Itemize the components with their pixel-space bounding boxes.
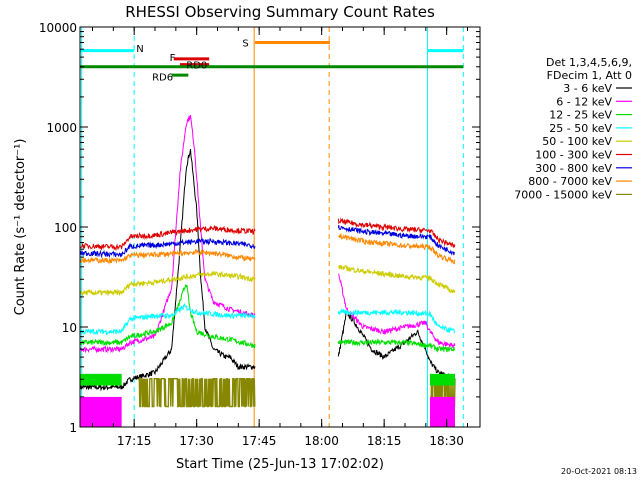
low-rate-block-12-25-post (430, 373, 455, 386)
series-line-100-300-kev-post (337, 217, 456, 248)
legend-label: 800 - 7000 keV (528, 175, 612, 188)
annotation-n: N (136, 44, 143, 55)
legend-label: 300 - 800 keV (535, 162, 612, 175)
series-line-100-300-kev-pre (79, 224, 256, 252)
y-tick-label: 10000 (39, 21, 77, 35)
legend-label: 7000 - 15000 keV (514, 188, 612, 201)
legend-label: 50 - 100 keV (542, 135, 612, 148)
legend-header-line: FDecim 1, Att 0 (547, 69, 632, 82)
x-tick-label: 18:15 (367, 434, 402, 448)
series-line-3-6-kev-pre (79, 149, 256, 392)
series-line-800-7000-kev-post (337, 233, 456, 265)
x-tick-label: 17:15 (117, 434, 152, 448)
legend-label: 6 - 12 keV (556, 95, 612, 108)
series-line-12-25-kev-pre (79, 284, 256, 349)
annotation-f: F (170, 53, 176, 64)
x-tick-label: 18:30 (429, 434, 464, 448)
x-tick-label: 18:00 (304, 434, 339, 448)
series-line-12-25-kev-post (337, 338, 456, 353)
legend-label: 3 - 6 keV (563, 82, 612, 95)
low-rate-block-12-25 (80, 373, 122, 386)
annotation-s: S (242, 38, 248, 49)
chart-title: RHESSI Observing Summary Count Rates (125, 3, 435, 21)
series-line-6-12-kev-post (338, 273, 456, 348)
series-line-50-100-kev-pre (79, 270, 256, 297)
footer-timestamp: 20-Oct-2021 08:13 (561, 467, 637, 476)
series-line-300-800-kev-pre (79, 237, 256, 259)
series-line-25-50-kev-pre (79, 302, 256, 336)
x-axis-label: Start Time (25-Jun-13 17:02:02) (176, 457, 384, 472)
series-line-300-800-kev-post (337, 225, 455, 256)
y-axis-label: Count Rate (s⁻¹ detector⁻¹) (13, 139, 28, 316)
plot-frame (79, 26, 481, 428)
y-tick-label: 1 (69, 421, 77, 435)
low-rate-block-6-12 (80, 396, 122, 427)
legend-label: 25 - 50 keV (549, 122, 612, 135)
legend: Det 1,3,4,5,6,9,FDecim 1, Att 03 - 6 keV… (514, 56, 632, 201)
legend-label: 100 - 300 keV (535, 149, 612, 162)
y-tick-label: 1000 (46, 121, 77, 135)
series-line-7000-15000-kev-pre (138, 378, 256, 408)
legend-label: 12 - 25 keV (549, 109, 612, 122)
legend-header-line: Det 1,3,4,5,6,9, (546, 56, 632, 69)
axes: 1 10 100 1000 10000 17:15 17:30 17:45 18:00 18:15… (39, 21, 480, 448)
series-line-6-12-kev-pre (79, 115, 256, 354)
x-tick-label: 17:30 (179, 434, 214, 448)
annotation-rd0: RD0 (186, 61, 207, 72)
plot-layer: N F RD0 RD6 S (79, 27, 464, 427)
series-line-50-100-kev-post (338, 264, 456, 294)
series-line-800-7000-kev-pre (79, 249, 256, 265)
y-tick-label: 100 (54, 221, 77, 235)
x-tick-label: 17:45 (242, 434, 277, 448)
series-line-25-50-kev-post (337, 308, 456, 334)
annotation-rd6: RD6 (152, 72, 173, 83)
series-line-3-6-kev-post (337, 310, 456, 381)
y-tick-label: 10 (62, 321, 77, 335)
low-rate-block-6-12-post (430, 396, 455, 427)
